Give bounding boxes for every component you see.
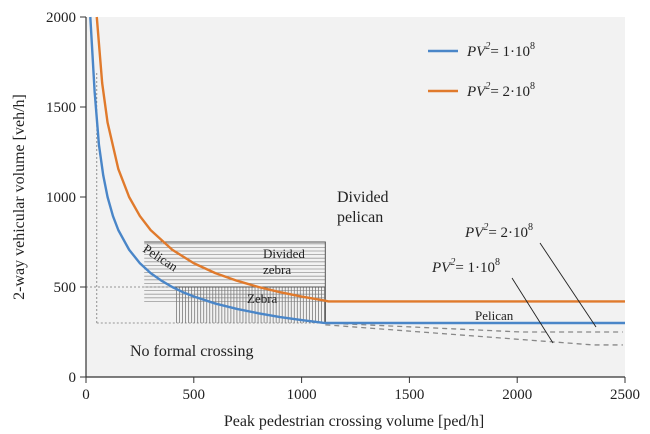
region-label-divided-pelican-2: pelican [337,209,383,226]
y-axis-label: 2-way vehicular volume [veh/h] [11,94,28,300]
y-tick-label: 1500 [46,100,76,116]
x-tick-label: 2500 [610,387,640,403]
x-tick-label: 1000 [287,387,317,403]
svg-text:PV2= 1·108: PV2= 1·108 [431,257,500,276]
annotation-pv2-2e8-value: = 2·10 [488,225,528,241]
annotation-pv2-1e8-leader [511,277,554,344]
extension-dashed-lines [325,322,623,346]
annotation-pv2-1e8: PV2= 1·108 [431,257,554,344]
dashed-extension-upper [325,322,623,333]
region-label-pelican-right: Pelican [475,308,514,323]
legend-label-2-pv: PV [466,84,487,100]
legend-label-1-exp2: 2 [485,41,490,52]
annotation-pv2-1e8-exp8: 8 [495,257,500,268]
legend-label-2-exp2: 2 [485,81,490,92]
plot-area [86,17,625,377]
x-tick-label: 2000 [502,387,532,403]
series-group [89,16,625,325]
y-tick-label: 0 [69,370,77,386]
x-axis-label: Peak pedestrian crossing volume [ped/h] [224,413,484,430]
legend-label-2-value: = 2·10 [490,84,530,100]
annotation-pv2-2e8-exp2: 2 [483,222,488,233]
x-tick-label: 500 [183,387,206,403]
legend-label-1-value: = 1·10 [490,44,530,60]
tick-marks [80,16,626,383]
region-label-divided-pelican-1: Divided [337,189,389,206]
annotation-pv2-2e8-leader [539,242,597,328]
series-line-1 [89,16,625,325]
annotation-pv2-2e8-exp8: 8 [528,222,533,233]
x-tick-label: 1500 [394,387,424,403]
annotation-pv2-1e8-exp2: 2 [450,257,455,268]
region-label-no-formal-crossing: No formal crossing [130,343,254,360]
legend-item-1: PV2= 1·108 [428,41,535,60]
divided-zebra-box [144,241,326,302]
legend: PV2= 1·108 PV2= 2·108 [428,41,535,100]
series-line-2 [95,16,625,303]
x-tick-label: 0 [82,387,90,403]
svg-text:PV2= 1·108: PV2= 1·108 [466,41,535,60]
legend-item-2: PV2= 2·108 [428,81,535,100]
legend-label-2-exp8: 8 [530,81,535,92]
annotation-pv2-2e8-pv: PV [464,225,485,241]
svg-text:PV2= 2·108: PV2= 2·108 [464,222,533,241]
y-tick-label: 2000 [46,10,76,26]
y-tick-label: 500 [54,280,77,296]
legend-label-1-pv: PV [466,44,487,60]
annotation-pv2-2e8: PV2= 2·108 [464,222,597,328]
annotation-pv2-1e8-pv: PV [431,260,452,276]
annotation-pv2-1e8-value: = 1·10 [455,260,495,276]
legend-label-1-exp8: 8 [530,41,535,52]
region-label-divided-zebra-2: zebra [263,262,291,277]
tick-labels: 0 500 1000 1500 2000 2500 0 500 1000 1500 2000 [46,10,640,403]
svg-text:PV2= 2·108: PV2= 2·108 [466,81,535,100]
dashed-extension-lower [325,324,623,346]
region-label-divided-zebra-1: Divided [263,246,305,261]
region-label-zebra: Zebra [247,291,278,306]
y-tick-label: 1000 [46,190,76,206]
